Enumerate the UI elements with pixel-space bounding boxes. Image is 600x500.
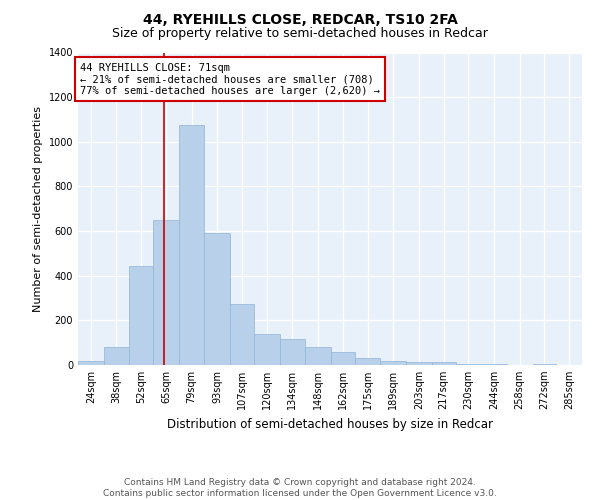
Bar	[205, 234, 230, 365]
Bar	[533, 364, 556, 365]
Bar	[230, 304, 254, 365]
Text: 44 RYEHILLS CLOSE: 71sqm
← 21% of semi-detached houses are smaller (708)
77% of : 44 RYEHILLS CLOSE: 71sqm ← 21% of semi-d…	[80, 62, 380, 96]
Bar	[78, 360, 104, 365]
Bar	[455, 364, 481, 365]
Text: 44, RYEHILLS CLOSE, REDCAR, TS10 2FA: 44, RYEHILLS CLOSE, REDCAR, TS10 2FA	[143, 12, 457, 26]
Bar	[280, 340, 305, 365]
Bar	[406, 362, 432, 365]
Bar	[331, 352, 355, 365]
Bar	[481, 364, 507, 365]
Bar	[130, 266, 153, 365]
Text: Size of property relative to semi-detached houses in Redcar: Size of property relative to semi-detach…	[112, 28, 488, 40]
Bar	[380, 360, 406, 365]
Bar	[179, 125, 205, 365]
X-axis label: Distribution of semi-detached houses by size in Redcar: Distribution of semi-detached houses by …	[167, 418, 493, 430]
Bar	[104, 347, 130, 365]
Bar	[355, 358, 380, 365]
Text: Contains HM Land Registry data © Crown copyright and database right 2024.
Contai: Contains HM Land Registry data © Crown c…	[103, 478, 497, 498]
Bar	[305, 347, 331, 365]
Bar	[153, 220, 179, 365]
Bar	[432, 362, 455, 365]
Y-axis label: Number of semi-detached properties: Number of semi-detached properties	[33, 106, 43, 312]
Bar	[254, 334, 280, 365]
